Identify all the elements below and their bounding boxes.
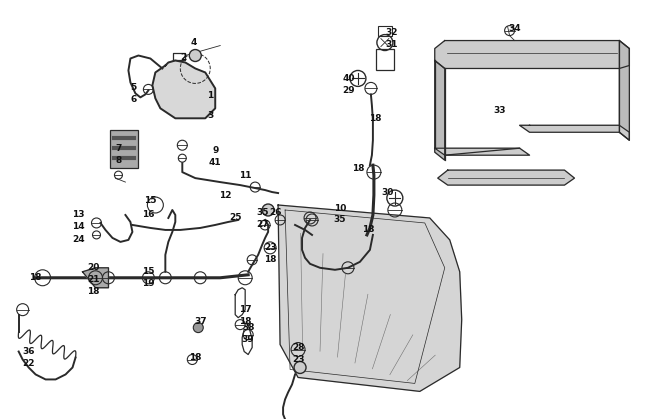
Text: 4: 4: [190, 38, 196, 47]
Text: 31: 31: [385, 40, 398, 49]
Circle shape: [193, 323, 203, 333]
Text: 18: 18: [352, 164, 364, 173]
Bar: [376, 49, 394, 71]
Text: 33: 33: [493, 106, 506, 115]
Text: 15: 15: [142, 267, 155, 276]
Text: 24: 24: [72, 235, 85, 244]
Text: 17: 17: [239, 305, 252, 314]
Text: 23: 23: [264, 243, 276, 252]
Text: 16: 16: [142, 210, 155, 220]
Polygon shape: [83, 268, 109, 288]
Circle shape: [189, 50, 202, 61]
Text: 38: 38: [242, 323, 254, 332]
Text: 18: 18: [361, 226, 374, 234]
Text: 9: 9: [212, 146, 218, 155]
Text: 11: 11: [239, 171, 252, 180]
Text: 2: 2: [180, 53, 187, 62]
Bar: [111, 130, 138, 168]
Text: 18: 18: [264, 255, 276, 264]
Text: 28: 28: [292, 343, 304, 352]
Text: 19: 19: [142, 279, 155, 288]
Text: 35: 35: [256, 208, 268, 218]
Text: 13: 13: [72, 210, 84, 220]
Text: 7: 7: [115, 144, 122, 153]
Text: 29: 29: [343, 86, 356, 95]
Text: 15: 15: [144, 196, 157, 205]
Polygon shape: [519, 125, 629, 140]
Text: 21: 21: [87, 275, 99, 284]
Text: 27: 27: [256, 220, 268, 229]
Text: 12: 12: [219, 191, 231, 200]
Text: 18: 18: [87, 287, 99, 296]
Text: 14: 14: [72, 223, 85, 231]
Circle shape: [294, 362, 306, 373]
Bar: [378, 26, 392, 36]
Text: 18: 18: [369, 114, 381, 123]
Text: 23: 23: [292, 355, 304, 364]
Circle shape: [262, 204, 274, 216]
Text: 6: 6: [130, 95, 136, 104]
Text: 18: 18: [189, 353, 202, 362]
Text: 10: 10: [334, 204, 346, 213]
Text: 1: 1: [207, 91, 213, 100]
Text: 5: 5: [130, 83, 136, 92]
Polygon shape: [435, 41, 629, 68]
Text: 25: 25: [229, 213, 241, 223]
Text: 32: 32: [385, 28, 398, 37]
Text: 40: 40: [343, 74, 355, 83]
Text: 18: 18: [29, 273, 42, 282]
Text: 30: 30: [382, 188, 394, 197]
Text: 37: 37: [194, 317, 207, 326]
Polygon shape: [435, 60, 445, 160]
Text: 26: 26: [269, 208, 281, 218]
Polygon shape: [278, 205, 462, 391]
Polygon shape: [152, 60, 215, 118]
Polygon shape: [619, 41, 629, 140]
Text: 41: 41: [209, 158, 222, 167]
Text: 39: 39: [242, 335, 255, 344]
Text: 36: 36: [22, 347, 35, 356]
Text: 8: 8: [115, 156, 122, 165]
Text: 3: 3: [207, 111, 213, 120]
Text: 34: 34: [508, 24, 521, 33]
Text: 20: 20: [87, 263, 99, 272]
Polygon shape: [437, 170, 575, 185]
Text: 22: 22: [22, 359, 35, 368]
Text: 18: 18: [239, 317, 252, 326]
Text: 35: 35: [333, 215, 346, 224]
Polygon shape: [435, 148, 530, 155]
